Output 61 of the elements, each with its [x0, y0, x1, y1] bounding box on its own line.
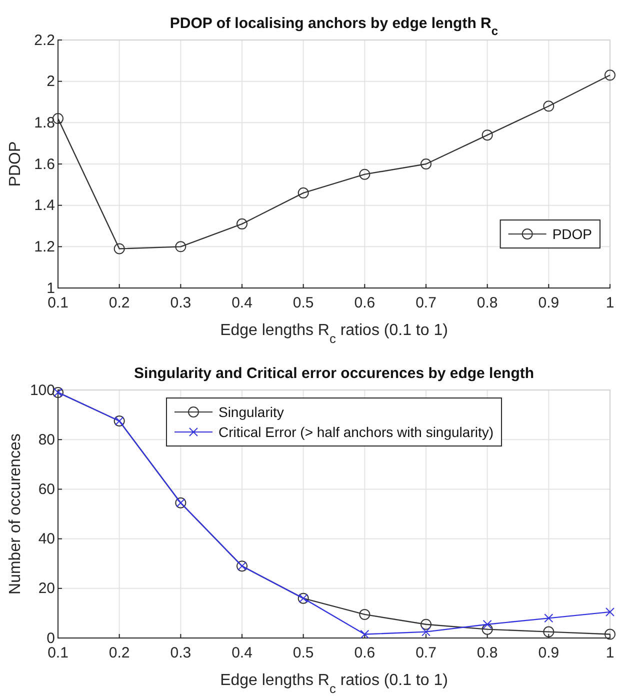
y-tick-label: 2.2	[34, 32, 55, 49]
point	[606, 607, 614, 616]
y-tick-label: 40	[38, 530, 55, 548]
x-tick-label: 1	[606, 294, 614, 312]
x-tick-label: 0.7	[416, 294, 436, 312]
y-tick-label: 1.6	[34, 156, 55, 173]
y-tick-label: 80	[38, 431, 55, 448]
y-tick-label: 1.2	[34, 238, 55, 256]
y-tick-label: 60	[38, 481, 55, 498]
point	[114, 243, 125, 254]
x-tick-label: 0.8	[476, 644, 498, 662]
point	[604, 628, 616, 640]
x-tick-label: 0.3	[170, 644, 192, 662]
chart-title: Singularity and Critical error occurences by edge length	[134, 365, 534, 382]
x-tick-label: 0.1	[48, 644, 68, 662]
y-axis-title: PDOP	[7, 141, 24, 187]
point	[543, 626, 554, 638]
x-axis-title: Edge lengths R$_{c}$ ratios (0.1 to 1)	[220, 322, 448, 346]
y-tick-label: 20	[38, 580, 55, 598]
x-tick-label: 0.9	[538, 294, 560, 312]
y-tick-label: 2	[46, 73, 55, 90]
x-axis-title: Edge lengths R$_{c}$ ratios (0.1 to 1)	[220, 672, 448, 696]
x-tick-label: 1	[606, 644, 614, 662]
x-tick-label: 0.4	[232, 644, 252, 662]
x-tick-label: 0.2	[108, 294, 130, 312]
point	[482, 130, 493, 141]
y-tick-label: 1.8	[34, 114, 55, 132]
point	[482, 624, 493, 635]
x-tick-label: 0.4	[232, 294, 252, 312]
x-tick-label: 0.9	[538, 644, 560, 662]
x-tick-label: 0.1	[48, 294, 68, 312]
x-tick-label: 0.3	[170, 294, 192, 312]
point	[360, 630, 370, 639]
point	[236, 218, 248, 230]
point	[420, 618, 432, 630]
point	[422, 627, 430, 636]
x-tick-label: 0.5	[292, 644, 314, 662]
x-tick-label: 0.6	[354, 294, 376, 312]
y-axis-title: Number of occurences	[7, 434, 24, 594]
point	[482, 620, 492, 629]
legend-label: Critical Error (> half anchors with singularity)	[218, 424, 494, 440]
legend-label: PDOP	[552, 226, 592, 242]
x-tick-label: 0.7	[416, 644, 436, 662]
x-tick-label: 0.6	[354, 644, 376, 662]
y-tick-label: 1.4	[34, 197, 55, 214]
point	[604, 70, 616, 81]
x-tick-label: 0.2	[108, 644, 130, 662]
x-tick-label: 0.8	[476, 294, 498, 312]
y-tick-label: 100	[30, 382, 55, 399]
point	[298, 187, 309, 198]
legend-label: Singularity	[218, 404, 284, 420]
x-tick-label: 0.5	[292, 294, 314, 312]
point	[544, 614, 554, 623]
chart-title: PDOP of localising anchors by edge length R$_{c}$	[170, 15, 498, 38]
point	[359, 608, 370, 620]
y-tick-label: 1	[46, 280, 55, 297]
point	[359, 168, 370, 180]
point	[175, 241, 186, 252]
y-tick-label: 0	[46, 630, 55, 647]
point	[420, 158, 432, 170]
point	[543, 100, 554, 112]
